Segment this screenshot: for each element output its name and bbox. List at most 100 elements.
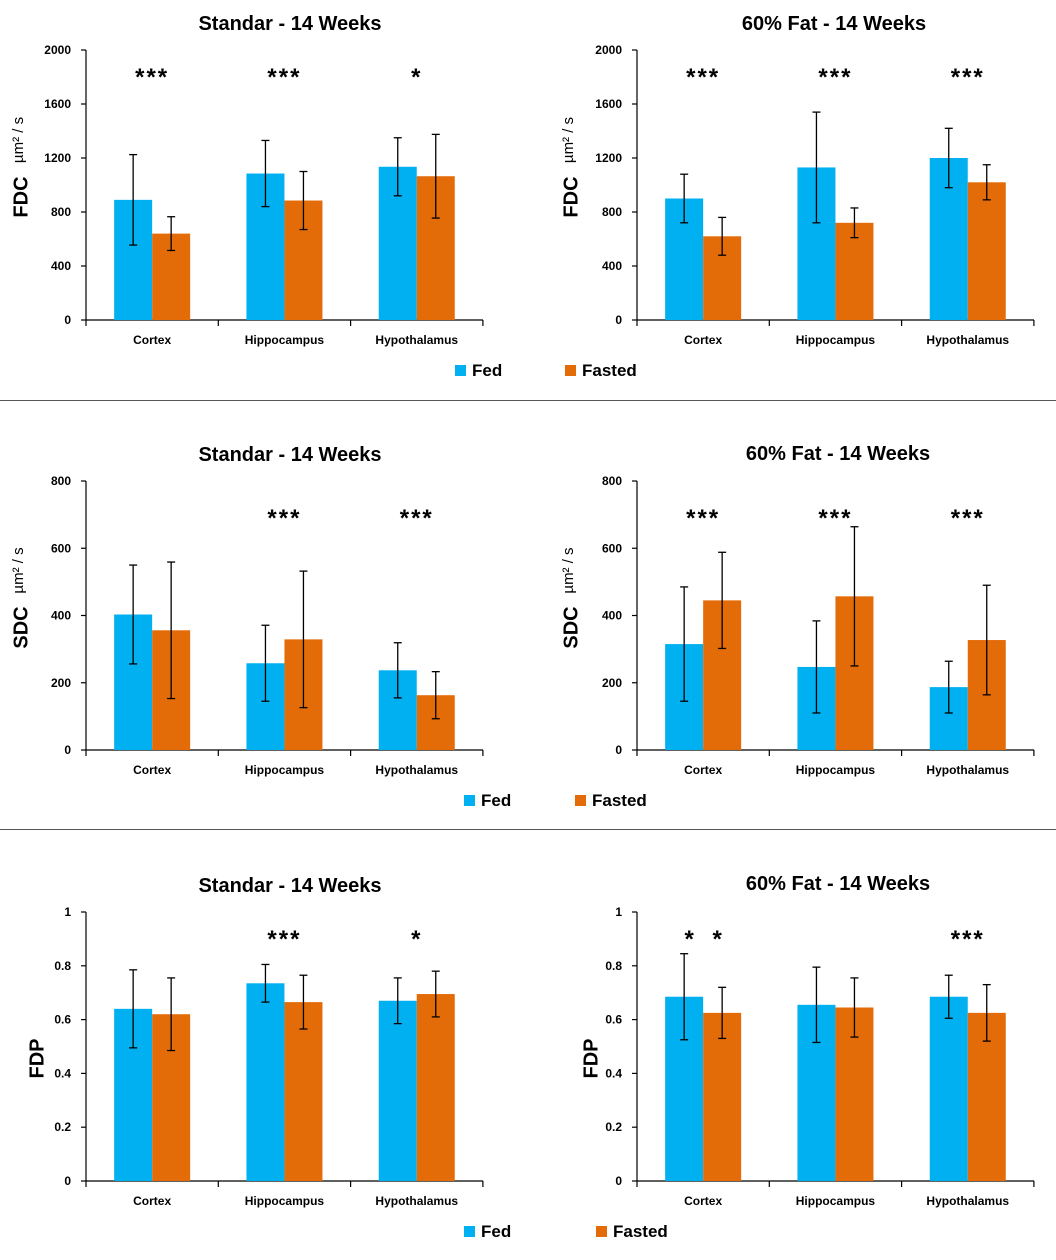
significance-mark: *** [267, 505, 301, 532]
error-bar [812, 111, 821, 224]
error-bar [129, 969, 138, 1049]
error-bar [431, 671, 440, 720]
chart-fdc-fat: 60% Fat - 14 Weeks FDC µm² / s 0 400 800 1200 1… [560, 13, 1035, 347]
y-tick-label: 1600 [595, 97, 622, 111]
error-bar [982, 164, 991, 201]
error-bar [982, 983, 991, 1042]
error-bar [812, 620, 821, 714]
x-tick-label: Cortex [133, 763, 171, 777]
error-bar [680, 586, 689, 702]
bar-fed-hippocampus [246, 983, 285, 1181]
error-bar [680, 953, 689, 1041]
x-tick-label: Hippocampus [796, 763, 876, 777]
significance-mark: *** [267, 926, 301, 953]
y-tick-label: 0 [64, 313, 71, 327]
y-axis-label-main: FDP [580, 1039, 602, 1079]
row-divider-2 [0, 829, 1056, 830]
error-bar [850, 207, 859, 239]
error-bar [299, 974, 308, 1030]
significance-mark: * [684, 926, 694, 953]
y-axis-label: FDP [580, 1039, 602, 1079]
y-tick-label: 2000 [44, 43, 71, 57]
chart-title: Standar - 14 Weeks [198, 444, 381, 466]
y-axis-label: FDC µm² / s [560, 117, 582, 218]
row-divider-1 [0, 400, 1056, 401]
significance-mark: *** [951, 505, 985, 532]
bar-fasted-hippocampus [835, 222, 874, 320]
y-tick-label: 0 [64, 743, 71, 757]
x-tick-label: Hippocampus [796, 333, 876, 347]
legend-label-fed: Fed [481, 1222, 511, 1241]
error-bar [982, 584, 991, 696]
x-tick-label: Hypothalamus [926, 763, 1009, 777]
y-tick-label: 200 [602, 676, 622, 690]
y-tick-label: 0.6 [605, 1013, 622, 1027]
legend: Fed Fasted [464, 791, 647, 810]
legend: Fed Fasted [464, 1222, 668, 1241]
legend-swatch-fasted [565, 365, 576, 376]
x-tick-label: Hypothalamus [926, 1194, 1009, 1208]
y-axis-label-unit: µm² / s [560, 117, 577, 163]
y-axis-label-unit: µm² / s [10, 117, 27, 163]
chart-title: Standar - 14 Weeks [198, 875, 381, 897]
legend-label-fasted: Fasted [613, 1222, 668, 1241]
y-tick-label: 1600 [44, 97, 71, 111]
error-bar [167, 977, 176, 1052]
significance-mark: *** [818, 64, 852, 91]
significance-mark: *** [267, 64, 301, 91]
y-axis-label: FDC µm² / s [10, 117, 32, 218]
legend-label-fasted: Fasted [582, 361, 637, 380]
legend-label-fed: Fed [472, 361, 502, 380]
y-tick-label: 200 [51, 676, 71, 690]
legend-swatch-fed [455, 365, 466, 376]
significance-mark: *** [818, 505, 852, 532]
legend-label-fasted: Fasted [592, 791, 647, 810]
y-tick-label: 1 [615, 905, 622, 919]
error-bar [944, 660, 953, 714]
chart-title: 60% Fat - 14 Weeks [742, 13, 926, 35]
y-tick-label: 0.6 [54, 1013, 71, 1027]
y-tick-label: 800 [602, 474, 622, 488]
y-axis-label-unit: µm² / s [10, 547, 27, 593]
significance-mark: *** [951, 64, 985, 91]
bar-fasted-hypothalamus [967, 182, 1006, 320]
x-tick-label: Cortex [684, 1194, 722, 1208]
significance-mark: * [712, 926, 722, 953]
legend-swatch-fasted [575, 795, 586, 806]
error-bar [299, 170, 308, 231]
y-tick-label: 0.8 [54, 959, 71, 973]
bar-fasted-hypothalamus [416, 994, 455, 1181]
x-tick-label: Hypothalamus [375, 333, 458, 347]
error-bar [261, 963, 270, 1003]
bar-fed-hypothalamus [378, 1000, 417, 1181]
significance-mark: *** [686, 505, 720, 532]
error-bar [718, 986, 727, 1040]
y-axis-label: FDP [26, 1039, 48, 1079]
y-axis-label-main: FDC [560, 176, 582, 217]
error-bar [812, 966, 821, 1044]
error-bar [944, 974, 953, 1019]
y-tick-label: 1200 [595, 151, 622, 165]
error-bar [299, 570, 308, 709]
error-bar [393, 642, 402, 699]
y-tick-label: 800 [51, 205, 71, 219]
error-bar [718, 216, 727, 256]
significance-mark: *** [400, 505, 434, 532]
y-tick-label: 400 [602, 609, 622, 623]
y-tick-label: 0 [615, 313, 622, 327]
y-tick-label: 0.4 [605, 1066, 622, 1080]
error-bar [944, 127, 953, 189]
chart-fdp-fat: 60% Fat - 14 Weeks FDP 0 0.2 0.4 0.6 0.8 1 Corte… [580, 873, 1035, 1208]
y-tick-label: 600 [602, 541, 622, 555]
x-tick-label: Hippocampus [245, 763, 325, 777]
y-tick-label: 2000 [595, 43, 622, 57]
error-bar [718, 551, 727, 650]
y-tick-label: 400 [51, 609, 71, 623]
error-bar [393, 977, 402, 1025]
x-tick-label: Hippocampus [245, 333, 325, 347]
error-bar [680, 173, 689, 224]
legend-swatch-fed [464, 1226, 475, 1237]
chart-fdc-standard: Standar - 14 Weeks FDC µm² / s 0 400 800 1200 1… [10, 13, 484, 347]
chart-sdc-standard: Standar - 14 Weeks SDC µm² / s 0 200 400 600 80… [10, 444, 484, 777]
y-tick-label: 0.8 [605, 959, 622, 973]
